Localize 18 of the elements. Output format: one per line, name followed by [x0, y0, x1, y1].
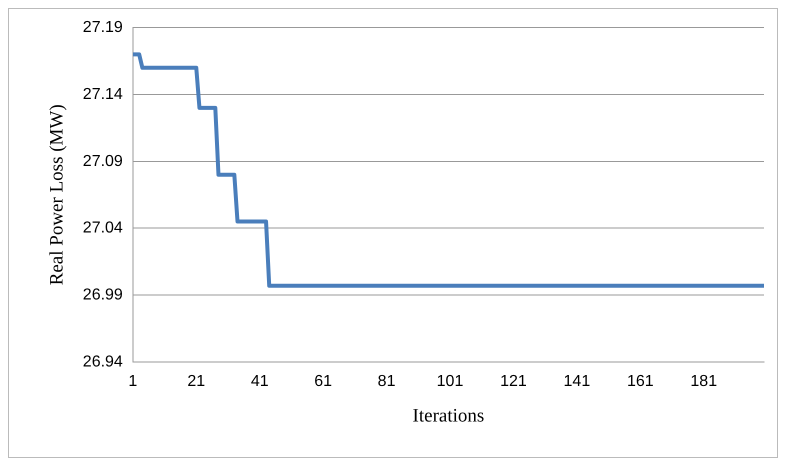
y-tick-label: 27.14 — [82, 86, 123, 103]
x-tick-label: 101 — [436, 373, 464, 390]
x-tick-label: 161 — [626, 373, 654, 390]
y-tick-label: 26.99 — [82, 286, 123, 304]
x-tick-label: 141 — [564, 373, 590, 390]
y-tick-label: 27.19 — [82, 19, 123, 36]
y-tick-label: 27.04 — [82, 220, 123, 237]
x-tick-label: 1 — [128, 373, 138, 390]
x-tick-label: 81 — [378, 373, 396, 390]
x-tick-label: 121 — [500, 373, 527, 390]
y-tick-label: 27.09 — [82, 152, 123, 170]
y-axis-title: Real Power Loss (MW) — [46, 104, 68, 286]
x-tick-label: 21 — [187, 373, 206, 390]
x-tick-label: 181 — [690, 373, 718, 390]
y-tick-label: 26.94 — [82, 353, 123, 370]
x-axis-title: Iterations — [412, 406, 484, 427]
x-tick-label: 41 — [250, 373, 269, 390]
x-tick-label: 61 — [314, 373, 332, 390]
